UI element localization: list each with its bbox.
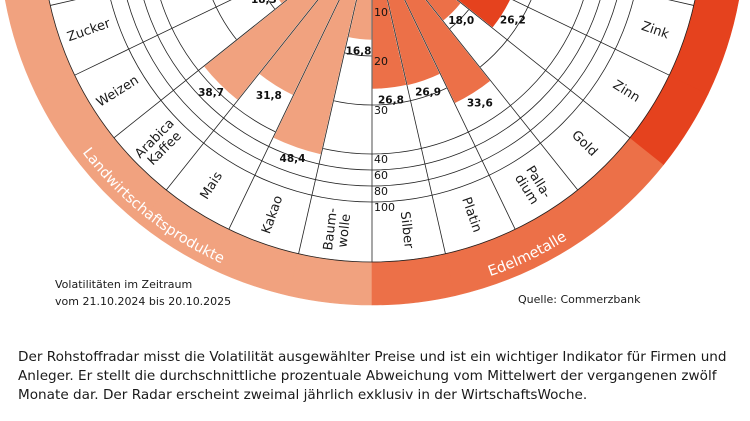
r-tick-label: 20 [374,55,388,68]
sector-divider [456,0,631,139]
radial-chart: 10 20 30 40 60 80 100 18,3 38,7 31,8 48,4 16,8 26,8 2… [5,0,739,306]
source: Quelle: Commerzbank [518,293,641,306]
value-label: 18,0 [448,15,474,27]
category-label: Silber [396,210,416,250]
value-label: 26,8 [378,94,404,106]
bar [371,0,408,90]
bar [347,0,373,41]
bar [257,0,340,97]
sector-divider [425,0,579,191]
r-tick-label: 60 [374,169,388,182]
sector-divider [387,0,446,254]
sector-divider [228,0,340,230]
sector-divider [165,0,319,191]
sector-divider [404,0,516,230]
category-label: Baum- wolle [321,207,355,252]
bar [425,0,463,23]
sector-divider [512,0,670,76]
r-tick-label: 80 [374,185,388,198]
value-label: 26,2 [500,15,526,27]
value-label: 31,8 [256,90,282,102]
label-ring-edge [48,0,696,263]
value-label: 18,3 [251,0,277,6]
label-ring [66,0,678,205]
sector-divider [298,0,357,254]
value-label: 33,6 [467,98,493,110]
value-label: 48,4 [280,153,306,165]
r-tick-label: 30 [374,104,388,117]
r-tick-label: 40 [374,153,388,166]
value-label: 16,8 [346,46,372,58]
r-tick-label: 100 [374,201,395,214]
period-note: Volatilitäten im Zeitraum vom 21.10.2024… [55,278,232,308]
group-band [5,0,76,95]
value-label: 26,9 [415,86,441,98]
bar [202,0,319,102]
description: Der Rohstoffradar misst die Volatilität … [18,349,727,403]
sector-divider [74,0,232,76]
bar [456,0,512,30]
bar [386,0,442,87]
r-tick-label: 10 [374,6,388,19]
bar [404,0,492,105]
value-label: 38,7 [198,87,224,99]
sector-divider [113,0,288,139]
group-band [668,0,739,95]
